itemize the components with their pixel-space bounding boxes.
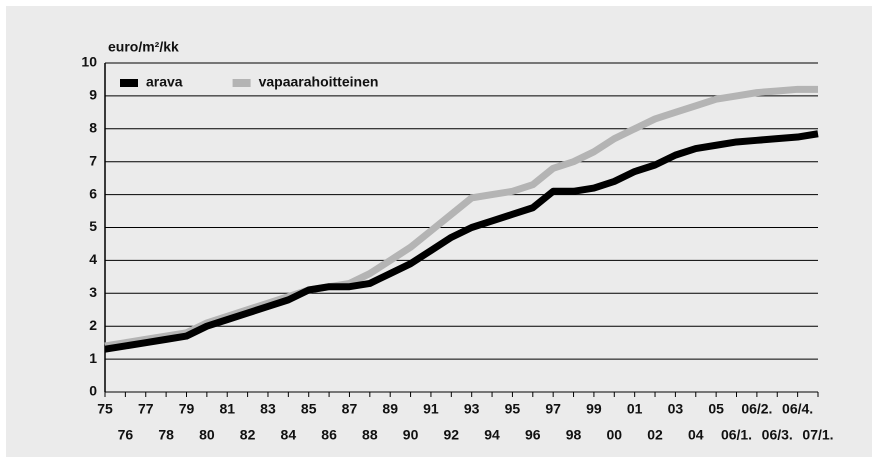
- x-tick-label: 06/2.: [741, 401, 772, 417]
- panel: [6, 6, 872, 457]
- x-tick-label: 84: [281, 427, 297, 443]
- y-tick-label: 9: [89, 87, 97, 103]
- x-tick-label: 92: [444, 427, 460, 443]
- x-tick-label: 83: [260, 401, 276, 417]
- y-tick-label: 0: [89, 383, 97, 399]
- x-tick-label: 98: [566, 427, 582, 443]
- x-tick-label: 88: [362, 427, 378, 443]
- x-tick-label: 06/1.: [721, 427, 752, 443]
- x-tick-label: 02: [647, 427, 663, 443]
- legend-label: vapaarahoitteinen: [259, 74, 379, 90]
- x-tick-label: 06/4.: [782, 401, 813, 417]
- x-tick-label: 85: [301, 401, 317, 417]
- x-tick-label: 93: [464, 401, 480, 417]
- x-tick-label: 04: [688, 427, 704, 443]
- x-tick-label: 97: [545, 401, 561, 417]
- x-tick-label: 00: [606, 427, 622, 443]
- x-tick-label: 90: [403, 427, 419, 443]
- y-tick-label: 1: [89, 350, 97, 366]
- x-tick-label: 77: [138, 401, 154, 417]
- legend-label: arava: [146, 74, 183, 90]
- x-tick-label: 05: [708, 401, 724, 417]
- x-tick-label: 89: [382, 401, 398, 417]
- x-tick-label: 99: [586, 401, 602, 417]
- x-tick-label: 79: [179, 401, 195, 417]
- x-tick-label: 94: [484, 427, 500, 443]
- x-tick-label: 07/1.: [802, 427, 833, 443]
- y-tick-label: 5: [89, 218, 97, 234]
- y-tick-label: 7: [89, 152, 97, 168]
- x-tick-label: 81: [219, 401, 235, 417]
- x-tick-label: 86: [321, 427, 337, 443]
- x-tick-label: 82: [240, 427, 256, 443]
- x-tick-label: 80: [199, 427, 215, 443]
- x-tick-label: 87: [342, 401, 358, 417]
- y-tick-label: 10: [81, 54, 97, 70]
- y-tick-label: 6: [89, 185, 97, 201]
- x-tick-label: 91: [423, 401, 439, 417]
- x-tick-label: 96: [525, 427, 541, 443]
- legend-swatch: [120, 79, 138, 87]
- x-tick-label: 95: [505, 401, 521, 417]
- legend-swatch: [232, 79, 251, 87]
- line-series: [104, 130, 819, 353]
- x-tick-label: 06/3.: [762, 427, 793, 443]
- x-tick-label: 75: [97, 401, 113, 417]
- x-tick-label: 78: [158, 427, 174, 443]
- y-tick-label: 4: [89, 251, 97, 267]
- y-axis-label: euro/m²/kk: [108, 39, 179, 55]
- y-tick-label: 8: [89, 120, 97, 136]
- x-tick-label: 01: [627, 401, 643, 417]
- y-tick-label: 2: [89, 317, 97, 333]
- x-tick-label: 76: [118, 427, 134, 443]
- y-tick-label: 3: [89, 284, 97, 300]
- x-tick-label: 03: [668, 401, 684, 417]
